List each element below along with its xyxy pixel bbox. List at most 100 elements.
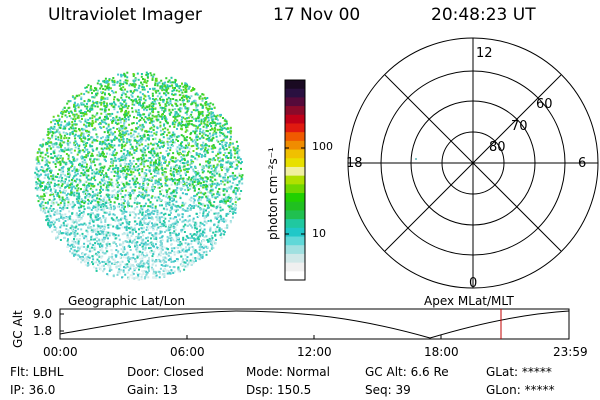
image-pixel — [191, 246, 194, 248]
image-pixel — [186, 210, 189, 212]
image-pixel — [60, 224, 63, 227]
image-pixel — [74, 140, 77, 143]
image-pixel — [167, 259, 170, 261]
image-pixel — [200, 241, 203, 244]
image-pixel — [127, 269, 130, 272]
image-pixel — [129, 132, 132, 135]
image-pixel — [217, 157, 220, 160]
image-pixel — [151, 209, 154, 212]
image-pixel — [101, 179, 104, 182]
image-pixel — [56, 157, 59, 160]
image-pixel — [232, 191, 235, 194]
image-pixel — [228, 143, 231, 146]
image-pixel — [194, 223, 197, 225]
image-pixel — [83, 222, 86, 225]
image-pixel — [141, 239, 144, 242]
image-pixel — [136, 244, 139, 247]
image-pixel — [98, 255, 101, 258]
image-pixel — [92, 160, 95, 163]
image-pixel — [186, 153, 189, 156]
image-pixel — [128, 231, 131, 234]
image-pixel — [160, 259, 163, 262]
image-pixel — [175, 159, 178, 162]
image-pixel — [105, 117, 108, 120]
image-pixel — [231, 202, 234, 205]
image-pixel — [215, 238, 217, 241]
image-pixel — [172, 239, 175, 241]
image-pixel — [163, 131, 166, 133]
image-pixel — [205, 125, 208, 128]
image-pixel — [147, 214, 150, 217]
image-pixel — [92, 194, 94, 197]
image-pixel — [101, 169, 104, 172]
image-pixel — [143, 216, 146, 218]
image-pixel — [182, 85, 185, 88]
image-pixel — [104, 88, 107, 91]
image-pixel — [45, 168, 48, 171]
image-pixel — [102, 188, 104, 191]
image-pixel — [132, 90, 135, 93]
image-pixel — [203, 220, 206, 223]
image-pixel — [164, 105, 167, 108]
image-pixel — [113, 241, 116, 244]
image-pixel — [149, 243, 152, 246]
image-pixel — [41, 169, 44, 172]
image-pixel — [214, 186, 217, 189]
image-pixel — [124, 79, 127, 82]
image-pixel — [202, 251, 205, 254]
image-pixel — [223, 193, 226, 196]
image-pixel — [93, 214, 96, 217]
image-pixel — [35, 166, 38, 169]
image-pixel — [188, 214, 191, 217]
image-pixel — [38, 203, 41, 206]
image-pixel — [112, 194, 115, 197]
image-pixel — [175, 183, 178, 186]
image-pixel — [224, 192, 227, 195]
image-pixel — [58, 231, 61, 234]
image-pixel — [157, 157, 160, 160]
image-pixel — [205, 235, 208, 238]
image-pixel — [162, 223, 165, 225]
image-pixel — [170, 84, 173, 87]
image-pixel — [91, 136, 94, 139]
image-pixel — [211, 244, 214, 247]
image-pixel — [139, 137, 142, 140]
image-pixel — [53, 125, 56, 128]
image-pixel — [123, 248, 126, 251]
image-pixel — [161, 235, 164, 238]
image-pixel — [87, 195, 90, 198]
image-pixel — [145, 84, 148, 87]
image-pixel — [48, 161, 51, 164]
image-pixel — [164, 171, 167, 174]
image-pixel — [175, 165, 178, 168]
image-pixel — [129, 192, 132, 194]
image-pixel — [81, 232, 84, 235]
image-pixel — [102, 154, 105, 157]
image-pixel — [186, 161, 189, 164]
image-pixel — [121, 195, 124, 198]
image-pixel — [74, 96, 77, 99]
image-pixel — [114, 156, 117, 159]
image-pixel — [150, 216, 153, 219]
image-pixel — [117, 219, 120, 222]
image-pixel — [70, 110, 73, 113]
image-pixel — [208, 139, 211, 142]
image-pixel — [195, 212, 198, 215]
image-pixel — [152, 226, 154, 229]
image-pixel — [137, 113, 139, 116]
image-pixel — [36, 156, 39, 159]
image-pixel — [207, 195, 210, 198]
image-pixel — [206, 151, 209, 154]
image-pixel — [53, 198, 56, 201]
image-pixel — [86, 129, 88, 132]
image-pixel — [126, 154, 129, 156]
image-pixel — [196, 178, 199, 181]
image-pixel — [82, 205, 85, 208]
image-pixel — [150, 196, 153, 199]
image-pixel — [208, 158, 211, 161]
image-pixel — [147, 137, 150, 140]
image-pixel — [186, 256, 189, 259]
image-pixel — [81, 200, 83, 203]
image-pixel — [172, 156, 175, 159]
image-pixel — [124, 75, 127, 78]
